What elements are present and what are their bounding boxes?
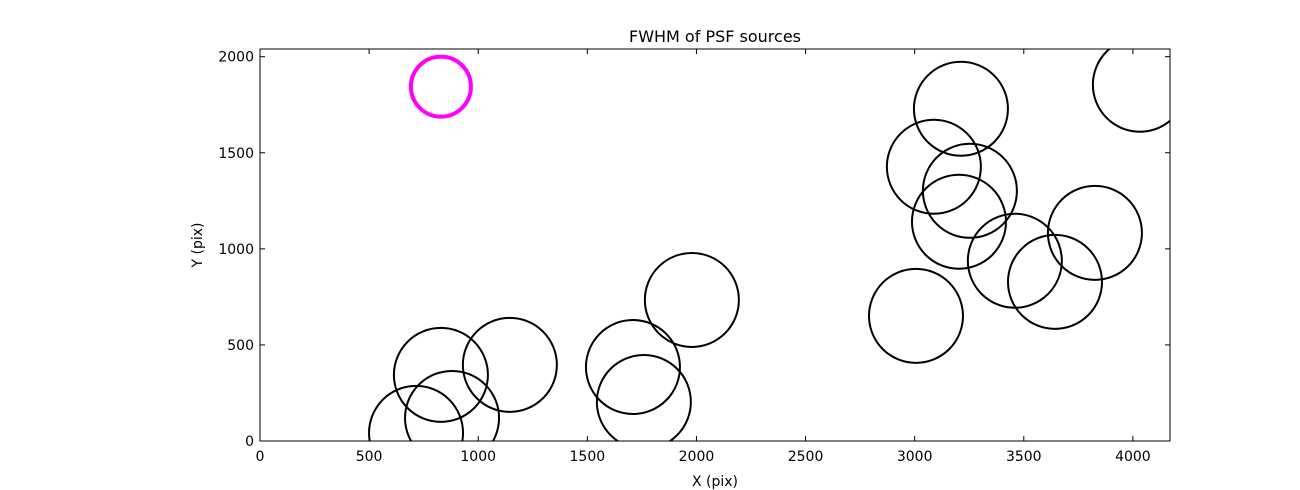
y-tick-label: 2000: [218, 50, 254, 66]
axes-frame: [259, 48, 1171, 442]
x-axis-label: X (pix): [692, 474, 738, 490]
chart-title: FWHM of PSF sources: [629, 27, 801, 46]
y-axis-label: Y (pix): [190, 223, 206, 269]
marker: [408, 54, 473, 119]
y-tick-label: 0: [245, 434, 254, 450]
marker: [595, 354, 692, 441]
x-tick-label: 2000: [679, 449, 715, 465]
marker: [461, 316, 558, 413]
marker: [867, 267, 964, 364]
marker: [1046, 184, 1143, 281]
x-tick-label: 2500: [788, 449, 824, 465]
marker: [885, 118, 982, 215]
plot-area: [368, 49, 1170, 441]
x-tick-label: 3000: [897, 449, 933, 465]
marker: [912, 60, 1009, 157]
marker: [1091, 49, 1170, 133]
x-tick-label: 1500: [570, 449, 606, 465]
x-tick-label: 0: [256, 449, 265, 465]
marker: [392, 326, 489, 423]
y-tick-label: 1000: [218, 242, 254, 258]
marker: [368, 384, 465, 441]
marker: [921, 142, 1018, 239]
marker: [584, 319, 681, 416]
x-tick-label: 3500: [1006, 449, 1042, 465]
x-tick-label: 1000: [460, 449, 496, 465]
marker: [643, 251, 740, 348]
marker: [404, 369, 501, 441]
y-tick-label: 500: [227, 338, 254, 354]
marker: [1006, 233, 1103, 330]
x-tick-label: 500: [356, 449, 383, 465]
marker: [910, 173, 1007, 270]
y-tick-label: 1500: [218, 146, 254, 162]
x-tick-label: 4000: [1115, 449, 1151, 465]
